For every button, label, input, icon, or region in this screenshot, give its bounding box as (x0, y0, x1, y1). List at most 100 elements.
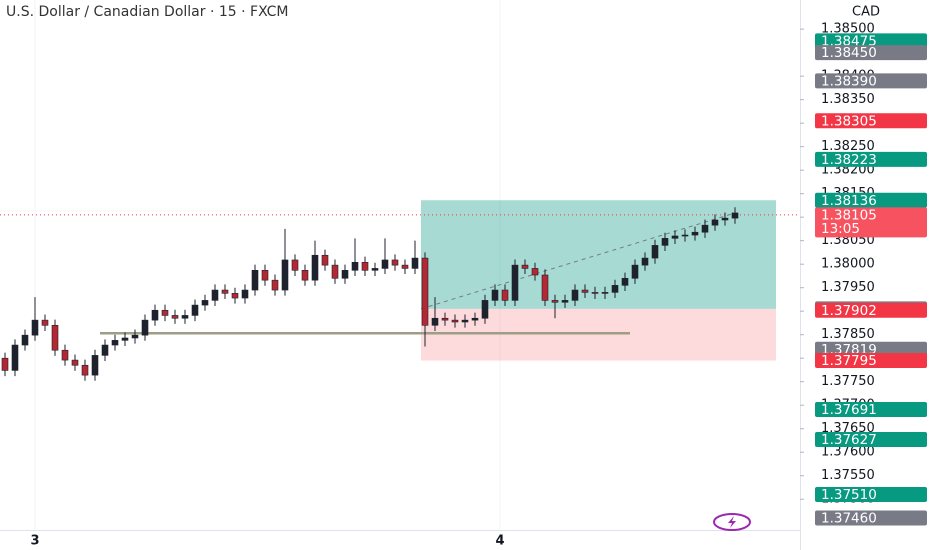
candle-body (371, 268, 379, 271)
candle-body (451, 319, 459, 323)
price-badge-label: 1.37460 (821, 511, 877, 527)
candle-body (671, 235, 679, 239)
candle-body (661, 238, 669, 246)
price-badge (815, 45, 927, 61)
price-badge (815, 192, 927, 208)
candle-body (171, 315, 179, 319)
candle-body (461, 319, 469, 323)
candle-body (31, 319, 39, 336)
candle-body (111, 340, 119, 346)
candle-body (321, 254, 329, 266)
candle-body (331, 264, 339, 279)
candle-body (541, 274, 549, 301)
candle-body (231, 293, 239, 299)
y-tick-label: 1.37950 (821, 280, 875, 295)
quick-trade-icon[interactable] (713, 513, 751, 531)
price-badge-label: 1.37902 (821, 303, 877, 319)
price-badge-label: 1.37795 (821, 353, 877, 369)
price-badge (815, 432, 927, 448)
price-badge-label: 1.38223 (821, 152, 877, 168)
candle-body (21, 334, 29, 346)
price-badge (815, 207, 927, 238)
currency-label: CAD (852, 5, 880, 20)
candle-body (501, 289, 509, 301)
candle-body (191, 304, 199, 316)
y-tick-label: 1.38350 (821, 92, 875, 107)
candle-body (441, 317, 449, 321)
price-badge (815, 353, 927, 369)
candle-body (291, 259, 299, 271)
candle-body (361, 262, 369, 271)
candle-body (591, 292, 599, 294)
candle-body (531, 268, 539, 276)
candle-body (211, 289, 219, 301)
candle-body (621, 277, 629, 286)
x-tick-label: 4 (495, 534, 504, 549)
y-tick-label: 1.38250 (821, 139, 875, 154)
price-badge-label: 1.37627 (821, 432, 877, 448)
candle-body (41, 319, 49, 326)
y-tick-label: 1.37850 (821, 327, 875, 342)
candle-body (711, 219, 719, 226)
candle-body (151, 309, 159, 321)
candle-body (631, 264, 639, 279)
candle-body (91, 355, 99, 376)
candle-body (161, 309, 169, 316)
candle-body (131, 334, 139, 339)
candle-body (431, 317, 439, 326)
candle-body (251, 269, 259, 291)
candle-body (101, 344, 109, 356)
price-badge-label: 1.37510 (821, 487, 877, 503)
price-badge (815, 510, 927, 526)
candle-body (71, 359, 79, 366)
price-badge (815, 33, 927, 49)
candle-body (391, 259, 399, 266)
candle-body (691, 231, 699, 236)
price-badge-label: 1.38390 (821, 73, 877, 89)
candle-body (281, 259, 289, 291)
candle-body (11, 344, 19, 371)
candle-body (701, 224, 709, 233)
candle-body (641, 257, 649, 266)
candle-body (611, 285, 619, 293)
candle-body (421, 257, 429, 326)
chart-title: U.S. Dollar / Canadian Dollar · 15 · FXC… (6, 4, 289, 20)
plot-area (0, 0, 800, 530)
candle-body (311, 254, 319, 281)
price-badge (815, 151, 927, 167)
candle-body (241, 289, 249, 299)
candle-body (201, 300, 209, 306)
candle-body (181, 315, 189, 319)
candle-body (401, 264, 409, 269)
candle-body (561, 300, 569, 303)
candle-body (551, 300, 559, 303)
candle-body (721, 217, 729, 221)
candle-body (81, 364, 89, 376)
loss-zone (421, 308, 776, 361)
y-tick-label: 1.37600 (821, 445, 875, 460)
price-badge (815, 73, 927, 89)
candle-body (51, 324, 59, 351)
candle-body (1, 357, 9, 371)
candle-body (411, 257, 419, 269)
candle-body (681, 234, 689, 237)
x-tick-label: 3 (30, 534, 39, 549)
icon-bolt (728, 516, 736, 528)
price-badge-label: 1.37691 (821, 402, 877, 418)
candle-body (731, 212, 739, 219)
y-tick-label: 1.37550 (821, 468, 875, 483)
candle-body (471, 317, 479, 321)
candle-body (491, 289, 499, 301)
candle-body (571, 289, 579, 301)
price-badge-label: 1.38105 (821, 207, 877, 223)
candle-body (61, 349, 69, 361)
y-tick-label: 1.38500 (821, 22, 875, 37)
y-tick-label: 1.38000 (821, 257, 875, 272)
trend-line (420, 212, 736, 310)
candle-body (581, 289, 589, 293)
candle-body (141, 319, 149, 336)
countdown-label: 13:05 (821, 221, 860, 237)
candle-body (601, 292, 609, 294)
candle-body (261, 269, 269, 281)
